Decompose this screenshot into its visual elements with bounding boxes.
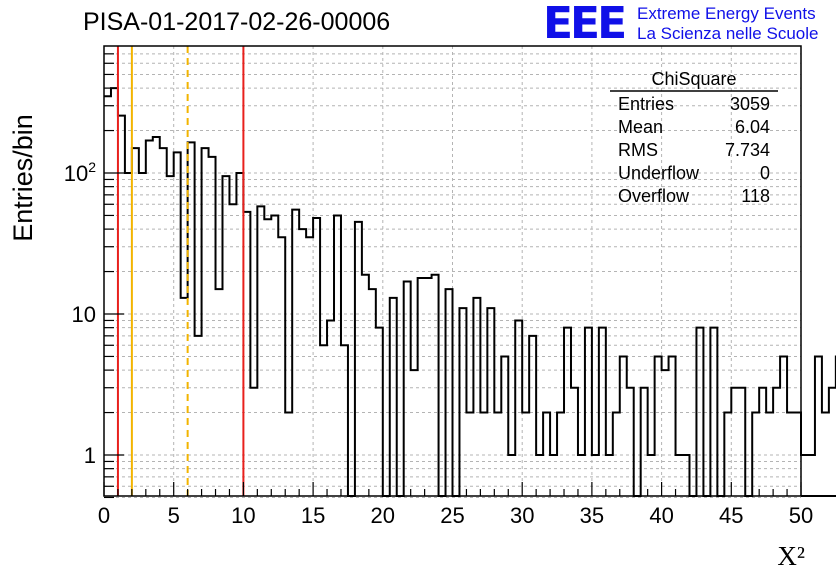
x-tick-label: 45 bbox=[719, 503, 743, 528]
logo-line-1: Extreme Energy Events bbox=[637, 4, 816, 23]
stats-mean-label: Mean bbox=[618, 117, 663, 137]
x-tick-label: 0 bbox=[98, 503, 110, 528]
run-title: PISA-01-2017-02-26-00006 bbox=[83, 8, 391, 36]
x-axis-label: X² bbox=[777, 541, 805, 571]
stats-underflow-label: Underflow bbox=[618, 163, 700, 183]
stats-rms-value: 7.734 bbox=[725, 140, 770, 160]
stats-box: ChiSquare Entries 3059 Mean 6.04 RMS 7.734 Und… bbox=[610, 69, 778, 206]
stats-title: ChiSquare bbox=[651, 69, 736, 89]
x-tick-label: 50 bbox=[789, 503, 813, 528]
marker-lines bbox=[116, 46, 245, 496]
stats-overflow-label: Overflow bbox=[618, 186, 690, 206]
x-tick-label: 25 bbox=[440, 503, 464, 528]
x-tick-label: 20 bbox=[371, 503, 395, 528]
histogram-bars bbox=[104, 87, 836, 497]
x-tick-label: 40 bbox=[649, 503, 673, 528]
x-tick-label: 30 bbox=[510, 503, 534, 528]
stats-overflow-value: 118 bbox=[741, 186, 770, 206]
x-tick-label: 15 bbox=[301, 503, 325, 528]
stats-mean-value: 6.04 bbox=[735, 117, 770, 137]
y-tick-label: 10 bbox=[72, 302, 96, 327]
y-tick-label: 1 bbox=[84, 443, 96, 468]
stats-entries-value: 3059 bbox=[730, 94, 770, 114]
stats-entries-label: Entries bbox=[618, 94, 674, 114]
logo-line-2: La Scienza nelle Scuole bbox=[637, 24, 819, 43]
x-tick-label: 10 bbox=[231, 503, 255, 528]
eee-logo: EEE bbox=[543, 0, 627, 49]
stats-rms-label: RMS bbox=[618, 140, 658, 160]
axes: 0 5 10 15 20 25 30 35 40 45 50 1 10 102 bbox=[64, 53, 813, 528]
x-tick-label: 35 bbox=[580, 503, 604, 528]
histogram-outline bbox=[104, 87, 836, 497]
x-tick-label: 5 bbox=[168, 503, 180, 528]
y-tick-label: 102 bbox=[64, 159, 96, 186]
y-axis-label: Entries/bin bbox=[8, 114, 38, 242]
stats-underflow-value: 0 bbox=[760, 163, 770, 183]
